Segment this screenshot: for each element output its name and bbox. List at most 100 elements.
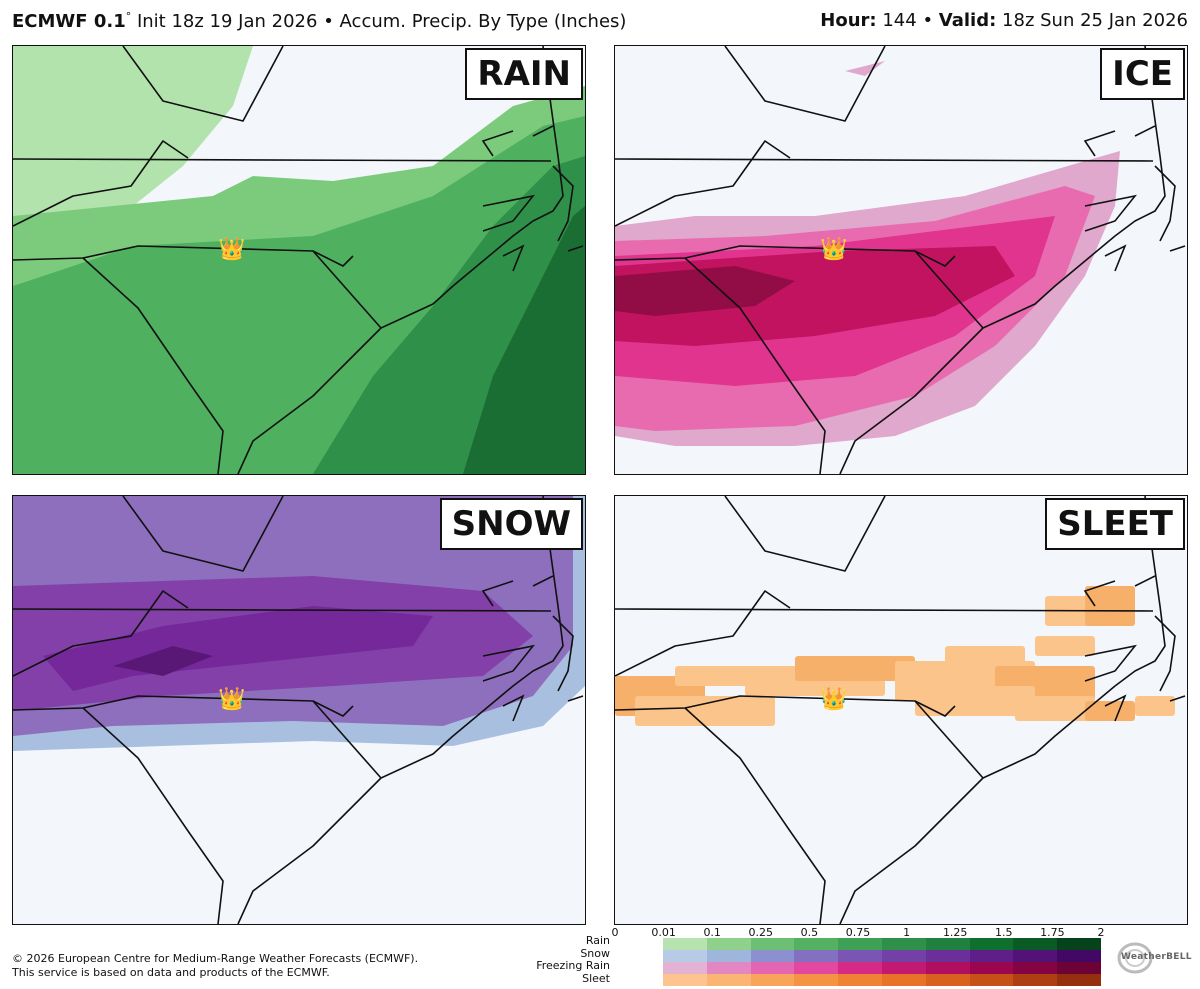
- state-border: [914, 700, 956, 717]
- precip-band-4: [615, 266, 795, 316]
- legend-row-freezing-rain: [663, 962, 1101, 974]
- legend-row-labels: Rain Snow Freezing Rain Sleet: [520, 934, 610, 985]
- coastline: [1083, 130, 1116, 157]
- legend-tick: 0.25: [748, 926, 774, 939]
- state-border: [237, 327, 382, 474]
- state-border: [82, 257, 224, 474]
- legend-swatch: [1013, 938, 1058, 950]
- coastline: [482, 194, 535, 232]
- coastline: [481, 580, 514, 607]
- legend-swatch: [1013, 950, 1058, 962]
- legend-swatch: [750, 962, 795, 974]
- state-border: [82, 707, 224, 924]
- sleet-map: [615, 496, 1187, 924]
- crown-icon: 👑: [820, 237, 848, 262]
- valid-value: 18z Sun 25 Jan 2026: [1002, 10, 1188, 31]
- legend-tick: 1.5: [995, 926, 1013, 939]
- coastline: [552, 165, 574, 242]
- init-time: Init 18z 19 Jan 2026: [136, 11, 318, 32]
- legend-swatch: [663, 950, 707, 962]
- state-border: [13, 158, 552, 162]
- sleet-patch: [795, 656, 915, 681]
- legend-swatch: [794, 962, 839, 974]
- state-border: [312, 250, 354, 267]
- coastline: [1104, 694, 1127, 722]
- coastline: [532, 125, 554, 137]
- coastline: [1084, 644, 1137, 682]
- legend-colorbar: [663, 938, 1101, 986]
- state-border: [13, 590, 189, 677]
- state-border: [615, 608, 1154, 612]
- coastline: [567, 695, 584, 702]
- state-border: [380, 496, 564, 779]
- legend-label-snow: Snow: [580, 946, 610, 960]
- state-border: [13, 695, 382, 779]
- legend-swatch: [1057, 938, 1101, 950]
- coastline: [481, 130, 514, 157]
- legend-swatch: [969, 974, 1014, 986]
- state-border: [13, 140, 189, 227]
- ice-map: [615, 46, 1187, 474]
- state-border: [724, 496, 886, 572]
- sleet-label: SLEET: [1045, 498, 1185, 550]
- sleet-patch: [915, 686, 1035, 716]
- legend-swatch: [925, 938, 970, 950]
- legend-swatch: [794, 938, 839, 950]
- coastline: [1154, 615, 1176, 692]
- ice-panel: ICE 👑: [614, 45, 1188, 475]
- legend-swatch: [881, 950, 926, 962]
- legend-swatch: [969, 938, 1014, 950]
- legend-swatch: [706, 974, 751, 986]
- snow-label: SNOW: [439, 498, 583, 550]
- legend-tick: 0.1: [703, 926, 721, 939]
- coastline: [1083, 580, 1116, 607]
- copyright-line: © 2026 European Centre for Medium-Range …: [12, 952, 419, 965]
- coastline: [567, 245, 584, 252]
- legend-swatch: [838, 962, 882, 974]
- legend-swatch: [881, 962, 926, 974]
- separator: •: [922, 10, 934, 31]
- sleet-patch: [1035, 636, 1095, 656]
- legend-tick: 1.75: [1040, 926, 1065, 939]
- sleet-patch: [1085, 586, 1135, 626]
- coastline: [1084, 194, 1137, 232]
- legend-swatch: [925, 950, 970, 962]
- state-border: [13, 608, 552, 612]
- model-name: ECMWF 0.1: [12, 11, 126, 32]
- copyright-footer: © 2026 European Centre for Medium-Range …: [12, 952, 418, 980]
- legend-tick: 2: [1097, 926, 1105, 939]
- legend-swatch: [663, 962, 707, 974]
- sleet-patch: [1015, 696, 1095, 721]
- legend-swatch: [838, 950, 882, 962]
- degree-symbol: °: [125, 10, 132, 23]
- legend-swatch: [838, 974, 882, 986]
- crown-icon: 👑: [218, 237, 246, 262]
- separator: •: [323, 11, 334, 32]
- state-border: [684, 257, 826, 474]
- logo-swirl-icon: [1117, 942, 1153, 974]
- legend-swatch: [750, 974, 795, 986]
- state-border: [615, 245, 984, 329]
- legend-swatch: [881, 974, 926, 986]
- legend-swatch: [750, 938, 795, 950]
- legend-swatch: [1057, 962, 1101, 974]
- state-border: [615, 158, 1154, 162]
- legend-label-sleet: Sleet: [582, 971, 610, 985]
- state-border: [914, 250, 956, 267]
- coastline: [552, 615, 574, 692]
- legend-swatch: [706, 950, 751, 962]
- state-border: [237, 777, 382, 924]
- legend-row-rain: [663, 938, 1101, 950]
- coastline: [1169, 245, 1186, 252]
- sleet-patch: [635, 696, 775, 726]
- coastline: [1134, 125, 1156, 137]
- hour-label: Hour:: [820, 10, 877, 31]
- legend-swatch: [1057, 974, 1101, 986]
- state-border: [982, 496, 1166, 779]
- sleet-patch: [945, 646, 1025, 666]
- sleet-patch: [1135, 696, 1175, 716]
- state-border: [615, 140, 791, 227]
- legend-ticks: 0 0.01 0.1 0.25 0.5 0.75 1 1.25 1.5 1.75 2: [612, 924, 1105, 939]
- crown-icon: 👑: [820, 687, 848, 712]
- legend-tick: 0.75: [845, 926, 871, 939]
